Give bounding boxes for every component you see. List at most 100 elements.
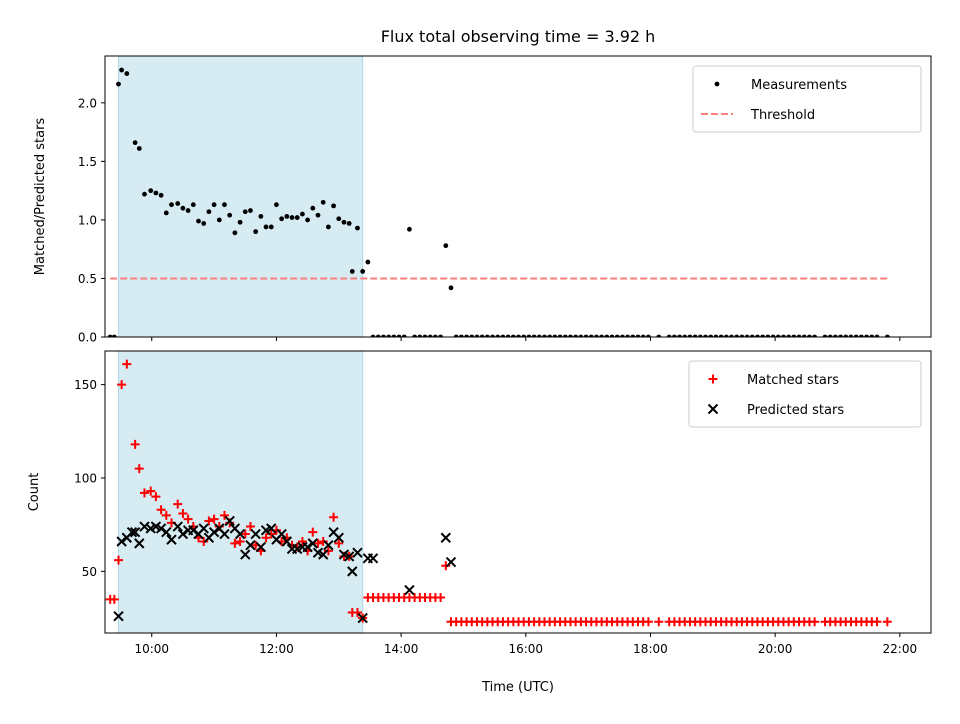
- predicted-star-point: [198, 523, 209, 534]
- measurement-point: [697, 334, 703, 337]
- matched-star-point: [308, 527, 318, 537]
- bottom-axes-frame: [104, 350, 932, 634]
- series-measurements: [107, 67, 890, 337]
- bottom-panel: 50 100 150 10:00 12:00 14:00 16:00 18:00 20:00 22…: [27, 350, 932, 695]
- measurement-point: [148, 188, 154, 194]
- measurement-point: [594, 334, 599, 337]
- legend-label: Measurements: [751, 78, 847, 93]
- matched-star-point: [117, 380, 127, 390]
- predicted-star-point: [113, 610, 124, 622]
- measurement-point: [609, 334, 615, 337]
- measurement-point: [562, 334, 568, 337]
- measurement-point: [755, 334, 760, 337]
- predicted-star-point: [445, 556, 457, 568]
- measurement-point: [869, 334, 875, 337]
- measurement-point: [599, 334, 605, 337]
- predicted-star-point: [357, 612, 368, 624]
- measurement-point: [853, 334, 859, 337]
- matched-star-point: [139, 488, 149, 498]
- measurement-point: [552, 334, 558, 337]
- top-axes-frame: [104, 55, 932, 338]
- x-tick-label: 16:00: [508, 642, 543, 656]
- y-tick-label: 1.5: [78, 155, 97, 169]
- measurement-point: [531, 334, 537, 337]
- measurement-point: [427, 334, 433, 337]
- measurement-point: [775, 334, 781, 337]
- matched-star-point: [122, 359, 132, 369]
- x-tick-label: 12:00: [259, 642, 294, 656]
- bottom-legend: Matched stars Predicted stars: [688, 360, 922, 428]
- measurement-point: [807, 334, 812, 337]
- measurement-point: [604, 334, 610, 337]
- measurement-point: [315, 212, 321, 218]
- measurement-point: [349, 269, 355, 274]
- matched-star-point: [245, 522, 255, 532]
- matched-star-point: [441, 561, 451, 571]
- measurement-point: [521, 334, 527, 337]
- measurement-point: [469, 334, 475, 337]
- predicted-star-point: [302, 541, 313, 553]
- measurement-point: [185, 208, 191, 213]
- measurement-point: [796, 334, 802, 337]
- measurement-point: [305, 217, 311, 223]
- measurement-point: [765, 334, 771, 337]
- measurement-point: [206, 209, 212, 215]
- top-panel: 0.0 0.5 1.0 1.5 2.0 Matched/Predicted stars Me…: [33, 55, 932, 345]
- measurement-point: [547, 334, 553, 337]
- bottom-observing-span: [118, 351, 364, 633]
- predicted-star-point: [234, 528, 246, 540]
- measurement-point: [391, 334, 397, 337]
- legend-box: [688, 360, 922, 428]
- measurement-point: [505, 334, 511, 337]
- measurement-point: [216, 217, 222, 223]
- measurement-point: [568, 334, 573, 337]
- measurement-point: [401, 334, 407, 337]
- bottom-plot-area: [105, 351, 892, 633]
- measurement-point: [791, 334, 797, 337]
- measurement-point: [573, 334, 579, 337]
- legend-measurement-marker: [714, 81, 720, 87]
- predicted-star-point: [352, 547, 363, 558]
- measurement-point: [320, 199, 326, 205]
- predicted-star-point: [161, 526, 172, 538]
- measurement-point: [163, 210, 169, 216]
- measurement-point: [781, 334, 786, 337]
- measurement-point: [190, 202, 196, 208]
- measurement-point: [749, 334, 755, 337]
- matched-star-point: [240, 529, 250, 539]
- measurement-point: [620, 334, 625, 337]
- measurement-point: [365, 259, 371, 265]
- y-tick-label: 50: [82, 565, 97, 579]
- predicted-star-point: [172, 521, 183, 532]
- measurement-point: [703, 334, 708, 337]
- measurement-point: [640, 334, 646, 337]
- measurement-point: [386, 334, 392, 337]
- measurement-point: [833, 334, 838, 337]
- matched-star-point: [130, 439, 140, 449]
- y-axis-label: Count: [27, 473, 42, 512]
- measurement-point: [268, 224, 274, 230]
- measurement-point: [645, 334, 651, 337]
- measurement-point: [495, 334, 501, 337]
- measurement-point: [625, 334, 631, 337]
- measurement-point: [677, 334, 682, 337]
- measurement-point: [336, 216, 342, 222]
- matched-star-point: [178, 508, 188, 518]
- predicted-star-point: [166, 534, 177, 545]
- measurement-point: [583, 334, 589, 337]
- measurement-point: [438, 334, 443, 337]
- measurement-point: [175, 201, 181, 206]
- series-predicted-stars: [113, 515, 457, 624]
- predicted-star-point: [255, 541, 267, 553]
- x-tick-label: 20:00: [758, 642, 793, 656]
- matched-star-point: [334, 538, 344, 548]
- x-axis-label: Time (UTC): [481, 680, 554, 695]
- matched-star-point: [323, 546, 333, 556]
- measurement-point: [490, 334, 495, 337]
- measurement-point: [381, 334, 386, 337]
- measurement-point: [666, 334, 672, 337]
- series-matched-stars: [105, 359, 892, 627]
- measurement-point: [453, 334, 459, 337]
- measurement-point: [375, 334, 381, 337]
- y-tick-label: 100: [74, 471, 97, 485]
